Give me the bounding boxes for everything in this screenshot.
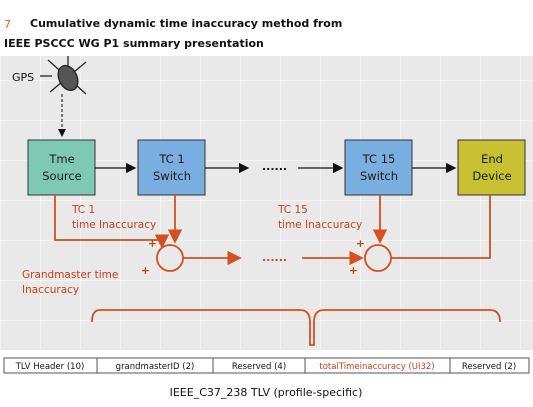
satellite-icon [40,56,87,95]
plus: + [349,265,358,277]
annotation: Grandmaster time [22,269,118,281]
annotation: TC 1 [71,204,95,216]
table-cell: Reserved (2) [462,362,516,372]
ellipsis: ...... [262,160,287,173]
node-label: Source [42,169,82,183]
table-cell: grandmasterID (2) [116,362,195,372]
table-cell: Reserved (4) [232,362,286,372]
node-label: Tme [48,152,74,166]
node-label: TC 15 [362,152,396,166]
node-label: End [481,152,503,166]
caption: IEEE_C37_238 TLV (profile-specific) [170,386,363,399]
table-cell: TLV Header (10) [15,362,85,372]
title: IEEE PSCCC WG P1 summary presentation [4,37,264,50]
plus: + [148,238,157,250]
gps-label: GPS [12,71,34,84]
annotation: TC 15 [277,204,308,216]
node-label: TC 1 [158,152,184,166]
node [137,139,206,196]
node-label: Switch [153,169,191,183]
plus: + [141,265,150,277]
title: Cumulative dynamic time inaccuracy metho… [30,17,342,30]
red-lines [54,195,501,346]
node-label: Switch [360,169,398,183]
node-label: Device [472,169,511,183]
grid [0,56,533,350]
table-cell: totalTimeinaccuracy (UI32) [319,362,434,372]
annotation: time Inaccuracy [278,219,362,231]
ellipsis: ...... [262,251,287,264]
node [344,139,413,196]
table [3,357,530,374]
plus: + [356,238,365,250]
annotation: time Inaccuracy [72,219,156,231]
figure-number: 7 [4,18,11,31]
annotation: Inaccuracy [22,284,79,296]
node [457,139,526,196]
node [27,139,96,196]
